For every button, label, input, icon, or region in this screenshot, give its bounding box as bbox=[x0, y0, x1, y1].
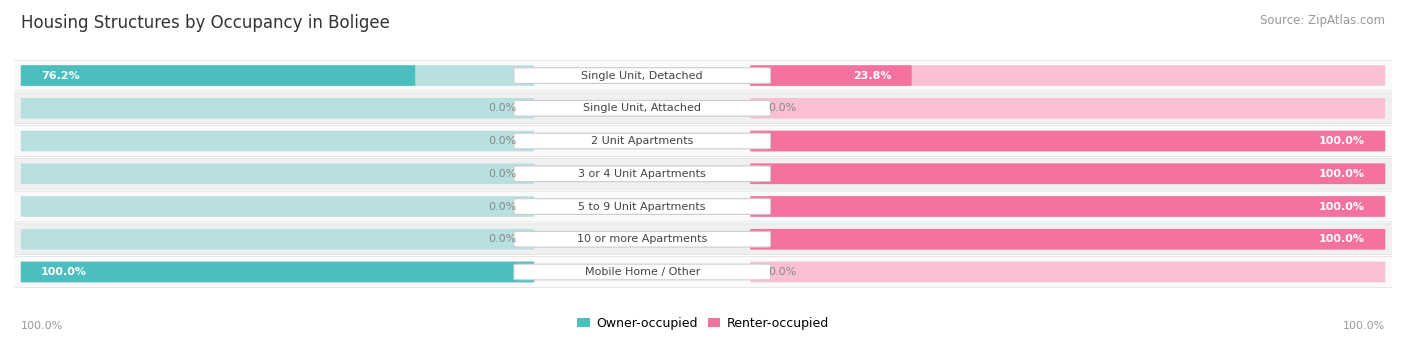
FancyBboxPatch shape bbox=[0, 191, 1406, 222]
Text: 0.0%: 0.0% bbox=[488, 136, 516, 146]
Text: 100.0%: 100.0% bbox=[1319, 169, 1365, 179]
Text: 76.2%: 76.2% bbox=[41, 71, 80, 80]
FancyBboxPatch shape bbox=[751, 196, 1385, 217]
FancyBboxPatch shape bbox=[513, 199, 770, 214]
FancyBboxPatch shape bbox=[21, 163, 534, 184]
FancyBboxPatch shape bbox=[21, 229, 534, 250]
FancyBboxPatch shape bbox=[751, 98, 1385, 119]
FancyBboxPatch shape bbox=[751, 131, 1385, 151]
FancyBboxPatch shape bbox=[751, 262, 1385, 282]
FancyBboxPatch shape bbox=[751, 163, 1385, 184]
Text: Source: ZipAtlas.com: Source: ZipAtlas.com bbox=[1260, 14, 1385, 27]
Text: 100.0%: 100.0% bbox=[1343, 321, 1385, 331]
Text: 10 or more Apartments: 10 or more Apartments bbox=[576, 234, 707, 244]
FancyBboxPatch shape bbox=[21, 98, 534, 119]
FancyBboxPatch shape bbox=[513, 232, 770, 247]
FancyBboxPatch shape bbox=[513, 68, 770, 84]
FancyBboxPatch shape bbox=[21, 262, 534, 282]
Text: Single Unit, Detached: Single Unit, Detached bbox=[582, 71, 703, 80]
Text: 100.0%: 100.0% bbox=[1319, 234, 1365, 244]
FancyBboxPatch shape bbox=[751, 131, 1385, 151]
FancyBboxPatch shape bbox=[0, 224, 1406, 255]
FancyBboxPatch shape bbox=[21, 131, 534, 151]
FancyBboxPatch shape bbox=[21, 196, 534, 217]
FancyBboxPatch shape bbox=[751, 65, 1385, 86]
FancyBboxPatch shape bbox=[513, 264, 770, 280]
Text: Single Unit, Attached: Single Unit, Attached bbox=[583, 103, 702, 113]
Text: 0.0%: 0.0% bbox=[768, 103, 796, 113]
FancyBboxPatch shape bbox=[751, 229, 1385, 250]
FancyBboxPatch shape bbox=[751, 196, 1385, 217]
FancyBboxPatch shape bbox=[0, 125, 1406, 157]
Text: 100.0%: 100.0% bbox=[21, 321, 63, 331]
FancyBboxPatch shape bbox=[751, 65, 911, 86]
FancyBboxPatch shape bbox=[0, 60, 1406, 91]
Text: Mobile Home / Other: Mobile Home / Other bbox=[585, 267, 700, 277]
Text: 0.0%: 0.0% bbox=[488, 202, 516, 211]
FancyBboxPatch shape bbox=[21, 65, 534, 86]
FancyBboxPatch shape bbox=[21, 262, 534, 282]
FancyBboxPatch shape bbox=[513, 101, 770, 116]
FancyBboxPatch shape bbox=[0, 256, 1406, 287]
Text: 0.0%: 0.0% bbox=[488, 234, 516, 244]
Text: 0.0%: 0.0% bbox=[488, 103, 516, 113]
FancyBboxPatch shape bbox=[0, 158, 1406, 189]
Text: 23.8%: 23.8% bbox=[853, 71, 891, 80]
FancyBboxPatch shape bbox=[513, 166, 770, 182]
Text: 100.0%: 100.0% bbox=[1319, 136, 1365, 146]
FancyBboxPatch shape bbox=[751, 163, 1385, 184]
Text: Housing Structures by Occupancy in Boligee: Housing Structures by Occupancy in Bolig… bbox=[21, 14, 389, 32]
Text: 100.0%: 100.0% bbox=[1319, 202, 1365, 211]
FancyBboxPatch shape bbox=[0, 93, 1406, 124]
Legend: Owner-occupied, Renter-occupied: Owner-occupied, Renter-occupied bbox=[572, 312, 834, 335]
FancyBboxPatch shape bbox=[751, 229, 1385, 250]
Text: 3 or 4 Unit Apartments: 3 or 4 Unit Apartments bbox=[578, 169, 706, 179]
Text: 5 to 9 Unit Apartments: 5 to 9 Unit Apartments bbox=[578, 202, 706, 211]
Text: 0.0%: 0.0% bbox=[488, 169, 516, 179]
FancyBboxPatch shape bbox=[21, 65, 415, 86]
Text: 2 Unit Apartments: 2 Unit Apartments bbox=[591, 136, 693, 146]
FancyBboxPatch shape bbox=[513, 133, 770, 149]
Text: 100.0%: 100.0% bbox=[41, 267, 87, 277]
Text: 0.0%: 0.0% bbox=[768, 267, 796, 277]
